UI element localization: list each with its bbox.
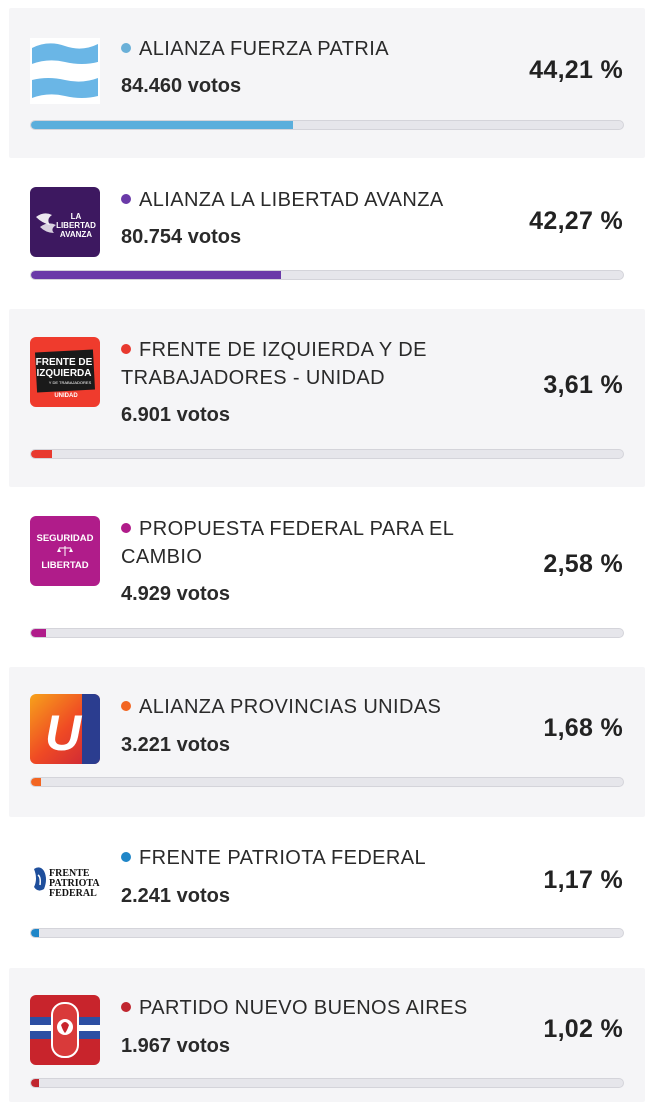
vote-share-bar bbox=[30, 777, 624, 787]
party-card-fuerza-patria[interactable]: ALIANZA FUERZA PATRIA 84.460 votos 44,21… bbox=[9, 8, 645, 158]
party-color-dot bbox=[121, 43, 131, 53]
party-name-row: FRENTE DE IZQUIERDA Y DE TRABAJADORES - … bbox=[121, 336, 491, 392]
provincias-unidas-u-logo-icon: U bbox=[30, 694, 100, 764]
vote-share-bar bbox=[30, 628, 624, 638]
logo-text: LIBERTAD bbox=[41, 560, 88, 571]
vote-share-bar bbox=[30, 120, 624, 130]
logo-text: Y DE TRABAJADORES bbox=[49, 380, 92, 385]
party-name: PROPUESTA FEDERAL PARA EL CAMBIO bbox=[121, 518, 454, 568]
party-name: PARTIDO NUEVO BUENOS AIRES bbox=[139, 997, 468, 1019]
party-percent: 1,17 % bbox=[543, 866, 623, 894]
vote-share-fill bbox=[31, 121, 293, 129]
party-color-dot bbox=[121, 852, 131, 862]
logo-text: LIBERTAD bbox=[56, 221, 96, 230]
partido-nuevo-buenos-aires-logo-icon bbox=[30, 995, 100, 1065]
vote-share-fill bbox=[31, 1079, 40, 1087]
party-votes: 4.929 votos bbox=[121, 583, 230, 605]
logo-text: UNIDAD bbox=[54, 393, 78, 399]
party-name-row: PARTIDO NUEVO BUENOS AIRES bbox=[121, 994, 491, 1022]
party-name-row: FRENTE PATRIOTA FEDERAL bbox=[121, 844, 491, 872]
vote-share-fill bbox=[31, 929, 40, 937]
vote-share-bar bbox=[30, 1078, 624, 1088]
party-card-nuevo-buenos-aires[interactable]: PARTIDO NUEVO BUENOS AIRES 1.967 votos 1… bbox=[9, 968, 645, 1102]
party-votes: 84.460 votos bbox=[121, 75, 242, 97]
party-name: FRENTE PATRIOTA FEDERAL bbox=[139, 847, 427, 869]
vote-share-fill bbox=[31, 271, 282, 279]
party-color-dot bbox=[121, 523, 131, 533]
party-percent: 1,68 % bbox=[543, 714, 623, 742]
party-percent: 1,02 % bbox=[543, 1015, 623, 1043]
logo-text: U bbox=[45, 705, 83, 761]
party-votes: 1.967 votos bbox=[121, 1035, 230, 1057]
party-color-dot bbox=[121, 1002, 131, 1012]
la-libertad-avanza-logo-icon: LA LIBERTAD AVANZA bbox=[30, 187, 100, 257]
vote-share-bar bbox=[30, 928, 624, 938]
party-percent: 42,27 % bbox=[529, 207, 623, 235]
party-name: FRENTE DE IZQUIERDA Y DE TRABAJADORES - … bbox=[121, 339, 427, 389]
logo-text: IZQUIERDA bbox=[37, 368, 92, 379]
party-color-dot bbox=[121, 194, 131, 204]
party-name: ALIANZA LA LIBERTAD AVANZA bbox=[139, 189, 444, 211]
party-card-frente-de-izquierda[interactable]: FRENTE DE IZQUIERDA Y DE TRABAJADORES UN… bbox=[9, 309, 645, 487]
vote-share-fill bbox=[31, 450, 53, 458]
party-color-dot bbox=[121, 701, 131, 711]
party-name-row: ALIANZA PROVINCIAS UNIDAS bbox=[121, 693, 491, 721]
party-name: ALIANZA FUERZA PATRIA bbox=[139, 38, 389, 60]
party-name-row: ALIANZA FUERZA PATRIA bbox=[121, 35, 491, 63]
logo-text: FRENTE bbox=[49, 868, 90, 879]
seguridad-libertad-logo-icon: SEGURIDAD LIBERTAD bbox=[30, 516, 100, 586]
argentina-flag-icon bbox=[30, 38, 100, 104]
logo-text: SEGURIDAD bbox=[36, 533, 93, 544]
vote-share-fill bbox=[31, 629, 47, 637]
party-percent: 2,58 % bbox=[543, 550, 623, 578]
logo-text: LA bbox=[71, 212, 82, 221]
party-color-dot bbox=[121, 344, 131, 354]
frente-patriota-federal-logo-icon: FRENTE PATRIOTA FEDERAL bbox=[30, 845, 100, 915]
party-card-provincias-unidas[interactable]: U ALIANZA PROVINCIAS UNIDAS 3.221 votos … bbox=[9, 667, 645, 817]
party-name: ALIANZA PROVINCIAS UNIDAS bbox=[139, 696, 442, 718]
party-percent: 3,61 % bbox=[543, 371, 623, 399]
party-card-la-libertad-avanza[interactable]: LA LIBERTAD AVANZA ALIANZA LA LIBERTAD A… bbox=[9, 158, 645, 308]
party-votes: 6.901 votos bbox=[121, 404, 230, 426]
logo-text: AVANZA bbox=[60, 230, 92, 239]
logo-text: FEDERAL bbox=[49, 888, 97, 899]
frente-de-izquierda-logo-icon: FRENTE DE IZQUIERDA Y DE TRABAJADORES UN… bbox=[30, 337, 100, 407]
logo-text: PATRIOTA bbox=[49, 878, 100, 889]
party-votes: 2.241 votos bbox=[121, 885, 230, 907]
party-name-row: ALIANZA LA LIBERTAD AVANZA bbox=[121, 186, 491, 214]
party-card-frente-patriota-federal[interactable]: FRENTE PATRIOTA FEDERAL FRENTE PATRIOTA … bbox=[9, 818, 645, 968]
party-percent: 44,21 % bbox=[529, 56, 623, 84]
vote-share-fill bbox=[31, 778, 41, 786]
party-name-row: PROPUESTA FEDERAL PARA EL CAMBIO bbox=[121, 515, 491, 571]
logo-text: FRENTE DE bbox=[36, 357, 93, 368]
party-card-propuesta-federal[interactable]: SEGURIDAD LIBERTAD PROPUESTA FEDERAL PAR… bbox=[9, 488, 645, 666]
party-votes: 3.221 votos bbox=[121, 734, 230, 756]
vote-share-bar bbox=[30, 449, 624, 459]
vote-share-bar bbox=[30, 270, 624, 280]
party-votes: 80.754 votos bbox=[121, 226, 242, 248]
